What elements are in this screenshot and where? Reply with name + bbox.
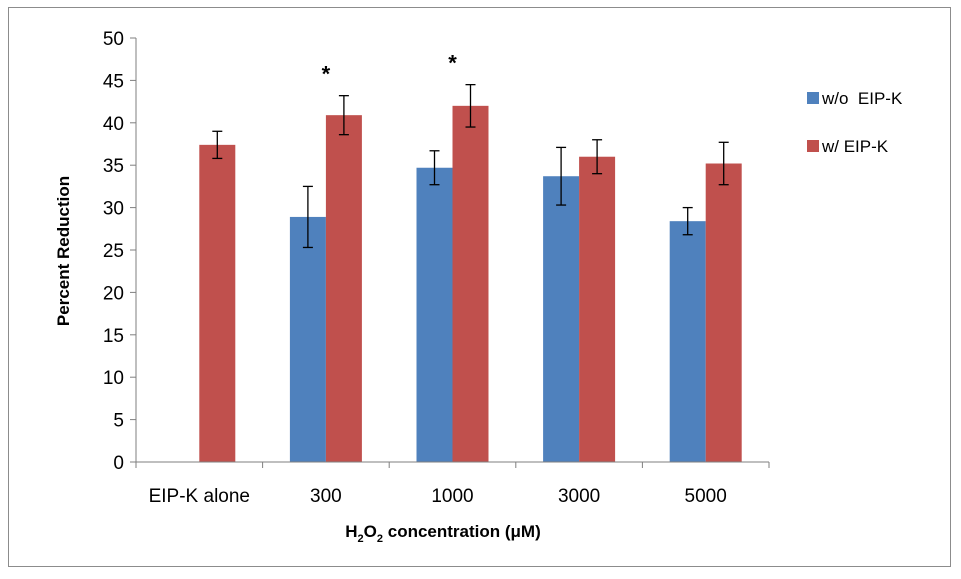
legend-swatch-series-1 [807, 92, 819, 104]
bar-series-1 [543, 176, 580, 462]
axes-layer [130, 37, 770, 468]
x-category-labels: EIP-K alone 300 1000 3000 5000 [149, 486, 727, 507]
y-tick-label: 35 [103, 156, 124, 177]
x-axis-title-sub2: 2 [377, 533, 383, 545]
y-tick-label: 20 [103, 283, 124, 304]
bar-series-1 [289, 216, 326, 462]
significance-star: * [448, 51, 457, 76]
y-tick-label: 40 [103, 114, 124, 135]
bar-series-2 [579, 156, 616, 462]
legend-label-series-1: w/o EIP-K [821, 89, 903, 108]
y-tick-label: 50 [103, 29, 124, 50]
error-bars-layer [212, 83, 729, 249]
x-category-label: EIP-K alone [149, 486, 250, 507]
x-category-label: 1000 [431, 486, 473, 507]
y-tick-label: 15 [103, 326, 124, 347]
significance-star: * [322, 62, 331, 87]
bars-layer [199, 105, 742, 462]
y-tick-label: 45 [103, 71, 124, 92]
bar-series-1 [669, 221, 706, 462]
y-tick-label: 5 [113, 411, 124, 432]
x-axis-title-sub1: 2 [358, 533, 364, 545]
bar-series-2 [199, 144, 236, 462]
bar-series-2 [325, 115, 362, 462]
legend: w/o EIP-K w/ EIP-K [807, 89, 903, 156]
bar-series-1 [416, 167, 453, 462]
x-category-label: 5000 [685, 486, 727, 507]
bar-series-2 [452, 105, 489, 462]
bar-series-2 [705, 163, 742, 462]
y-tick-label: 10 [103, 368, 124, 389]
y-tick-labels: 0 5 10 15 20 25 30 35 40 45 50 [103, 29, 124, 474]
legend-swatch-series-2 [807, 140, 819, 152]
x-axis-title-o: O [364, 522, 377, 541]
significance-markers: * * [322, 51, 458, 87]
y-axis-title: Percent Reduction [54, 176, 73, 326]
x-axis-title: H2O2 concentration (μM) [345, 522, 541, 545]
y-tick-label: 25 [103, 241, 124, 262]
x-category-label: 300 [310, 486, 342, 507]
x-category-label: 3000 [558, 486, 600, 507]
x-axis-title-h: H [345, 522, 357, 541]
x-axis-title-suffix: concentration (μM) [383, 522, 541, 541]
legend-label-series-2: w/ EIP-K [821, 137, 889, 156]
y-tick-label: 30 [103, 199, 124, 220]
y-tick-label: 0 [113, 453, 124, 474]
